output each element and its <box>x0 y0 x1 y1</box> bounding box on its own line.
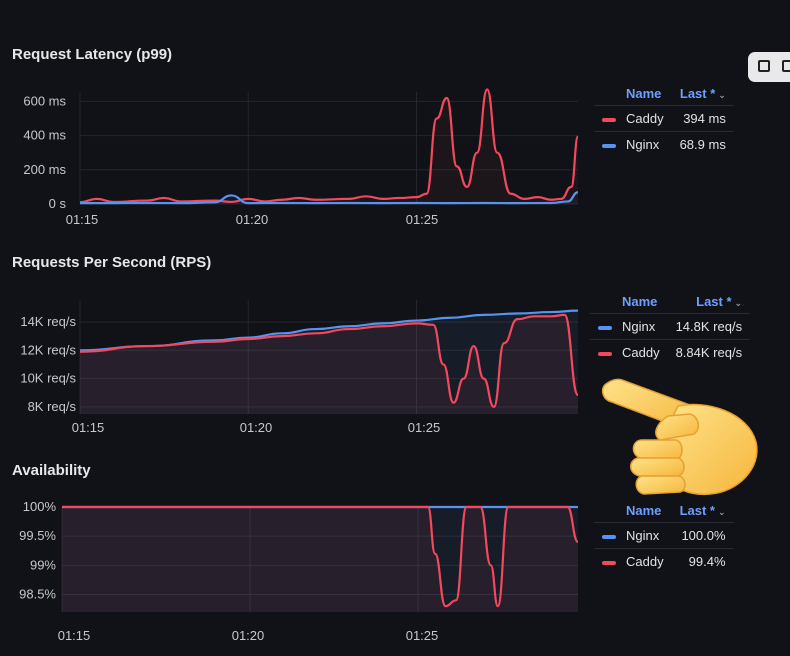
x-tick-label: 01:15 <box>66 212 99 227</box>
panel-title-latency: Request Latency (p99) <box>12 46 173 63</box>
legend-name-header[interactable]: Name <box>626 86 662 101</box>
series-line-caddy <box>61 505 580 608</box>
legend-row[interactable]: Nginx 68.9 ms <box>594 131 734 157</box>
x-tick-label: 01:15 <box>72 420 105 435</box>
legend-availability: Name Last * ⌄ Nginx 100.0% Caddy 99.4% <box>594 503 734 574</box>
series-last-value: 99.4% <box>671 548 734 574</box>
y-tick-label: 600 ms <box>23 93 66 108</box>
y-tick-label: 0 s <box>49 196 67 211</box>
x-tick-label: 01:25 <box>406 212 439 227</box>
series-line-caddy <box>79 88 580 204</box>
series-last-value: 14.8K req/s <box>667 313 751 340</box>
y-tick-label: 98.5% <box>19 587 56 602</box>
series-swatch <box>598 351 612 356</box>
series-area-caddy <box>62 507 578 612</box>
x-tick-label: 01:25 <box>408 420 441 435</box>
legend-name-header[interactable]: Name <box>626 503 662 518</box>
y-tick-label: 200 ms <box>23 162 66 177</box>
series-name: Caddy <box>626 554 664 569</box>
legend-row[interactable]: Caddy 99.4% <box>594 548 734 574</box>
y-tick-label: 12K req/s <box>20 342 76 357</box>
series-area-nginx <box>80 310 578 414</box>
y-tick-label: 400 ms <box>23 128 66 143</box>
y-tick-label: 99% <box>30 557 56 572</box>
panel-title-rps: Requests Per Second (RPS) <box>12 254 212 271</box>
chevron-down-icon: ⌄ <box>718 90 726 100</box>
x-tick-label: 01:20 <box>240 420 273 435</box>
x-tick-label: 01:25 <box>406 628 439 643</box>
legend-latency: Name Last * ⌄ Caddy 394 ms Nginx 68.9 ms <box>594 86 734 157</box>
y-tick-label: 8K req/s <box>28 399 77 414</box>
legend-row[interactable]: Caddy 8.84K req/s <box>590 339 751 365</box>
y-tick-label: 100% <box>23 499 57 514</box>
pointing-hand-icon <box>601 378 758 496</box>
legend-row[interactable]: Caddy 394 ms <box>594 105 734 132</box>
x-tick-label: 01:15 <box>58 628 91 643</box>
window-icon[interactable] <box>782 60 790 72</box>
x-tick-label: 01:20 <box>236 212 269 227</box>
chevron-down-icon: ⌄ <box>734 298 743 308</box>
swap-icon[interactable] <box>758 60 770 72</box>
panel-title-availability: Availability <box>12 462 91 479</box>
series-line-nginx <box>79 309 579 352</box>
series-swatch <box>602 560 616 565</box>
legend-rps: Name Last * ⌄ Nginx 14.8K req/s Caddy 8.8… <box>590 294 751 365</box>
x-tick-label: 01:20 <box>232 628 265 643</box>
series-name: Caddy <box>626 111 664 126</box>
series-last-value: 394 ms <box>671 105 734 132</box>
series-area-nginx <box>62 507 578 612</box>
chevron-down-icon: ⌄ <box>717 507 726 517</box>
series-swatch <box>602 534 616 539</box>
series-area-caddy <box>80 314 578 414</box>
series-name: Nginx <box>626 528 660 543</box>
legend-name-header[interactable]: Name <box>622 294 658 309</box>
series-last-value: 8.84K req/s <box>667 339 751 365</box>
series-area-caddy <box>80 89 578 204</box>
series-name: Nginx <box>622 319 656 334</box>
series-name: Nginx <box>626 137 660 152</box>
series-swatch <box>602 117 616 122</box>
legend-row[interactable]: Nginx 100.0% <box>594 522 734 549</box>
legend-last-header[interactable]: Last * ⌄ <box>679 86 726 101</box>
floating-toolbar[interactable] <box>748 52 790 82</box>
legend-last-header[interactable]: Last * ⌄ <box>679 503 726 518</box>
legend-last-header[interactable]: Last * ⌄ <box>696 294 743 309</box>
series-swatch <box>598 325 612 330</box>
series-swatch <box>602 143 616 148</box>
legend-row[interactable]: Nginx 14.8K req/s <box>590 313 751 340</box>
series-line-nginx <box>79 191 579 205</box>
series-line-caddy <box>79 313 580 409</box>
series-last-value: 100.0% <box>671 522 734 549</box>
y-tick-label: 99.5% <box>19 528 56 543</box>
y-tick-label: 10K req/s <box>20 371 76 386</box>
y-tick-label: 14K req/s <box>20 314 76 329</box>
series-last-value: 68.9 ms <box>671 131 734 157</box>
series-name: Caddy <box>622 345 660 360</box>
